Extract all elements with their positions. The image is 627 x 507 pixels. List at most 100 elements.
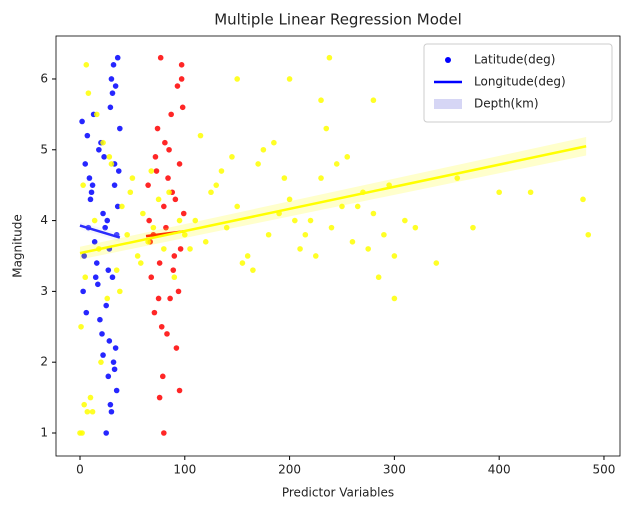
scatter-point	[102, 224, 108, 231]
legend-label: Depth(km)	[474, 97, 539, 111]
scatter-point	[115, 168, 122, 174]
y-tick-label: 3	[40, 284, 48, 298]
scatter-point	[412, 224, 419, 231]
scatter-point	[119, 203, 125, 210]
scatter-point	[113, 267, 120, 273]
scatter-point	[302, 231, 309, 238]
scatter-point	[113, 387, 120, 394]
scatter-point	[585, 231, 592, 238]
scatter-point	[146, 217, 152, 224]
scatter-point	[174, 83, 181, 89]
scatter-point	[117, 288, 123, 295]
scatter-point	[140, 210, 146, 217]
scatter-point	[111, 366, 118, 373]
plot-area	[77, 54, 592, 436]
regression-line	[79, 145, 587, 255]
scatter-point	[87, 394, 94, 401]
scatter-point	[81, 401, 87, 408]
scatter-point	[88, 189, 95, 196]
scatter-point	[318, 97, 324, 104]
scatter-point	[153, 168, 160, 174]
scatter-point	[87, 196, 94, 203]
scatter-point	[250, 267, 256, 273]
scatter-point	[124, 231, 130, 238]
y-axis-label: Magnitude	[11, 214, 25, 278]
scatter-point	[93, 111, 100, 118]
legend-label: Latitude(deg)	[474, 53, 555, 67]
scatter-point	[106, 154, 113, 160]
scatter-point	[109, 274, 116, 281]
scatter-point	[156, 260, 163, 266]
scatter-point	[98, 359, 104, 365]
scatter-point	[85, 90, 92, 96]
scatter-point	[391, 253, 398, 259]
scatter-point	[145, 182, 151, 188]
scatter-point	[370, 210, 377, 217]
scatter-point	[107, 401, 114, 408]
scatter-point	[181, 231, 188, 238]
scatter-point	[176, 161, 183, 167]
scatter-point	[202, 239, 209, 245]
x-tick-label: 400	[488, 463, 511, 477]
scatter-point	[323, 125, 330, 132]
scatter-point	[178, 62, 185, 68]
chart-title: Multiple Linear Regression Model	[214, 11, 462, 29]
scatter-point	[164, 331, 170, 337]
scatter-point	[239, 260, 246, 266]
scatter-point	[84, 408, 91, 415]
scatter-point	[176, 387, 183, 394]
confidence-band	[79, 221, 120, 242]
scatter-point	[105, 267, 112, 273]
scatter-point	[218, 168, 225, 174]
scatter-point	[100, 139, 106, 146]
scatter-point	[161, 203, 167, 210]
scatter-point	[91, 217, 98, 224]
scatter-point	[375, 274, 382, 281]
scatter-point	[223, 224, 230, 231]
scatter-point	[117, 125, 123, 132]
scatter-point	[97, 316, 103, 323]
scatter-point	[197, 132, 204, 139]
scatter-point	[92, 274, 99, 281]
scatter-point	[178, 76, 185, 82]
scatter-point	[80, 288, 86, 295]
y-tick-label: 4	[40, 213, 48, 227]
x-tick-label: 500	[593, 463, 616, 477]
scatter-point	[166, 146, 172, 153]
scatter-point	[286, 76, 293, 82]
scatter-point	[127, 189, 134, 196]
scatter-point	[95, 281, 101, 288]
regression-line	[79, 224, 121, 239]
scatter-point	[151, 309, 158, 316]
scatter-point	[192, 217, 199, 224]
scatter-point	[108, 76, 115, 82]
scatter-point	[101, 154, 107, 160]
scatter-point	[176, 217, 183, 224]
scatter-point	[159, 373, 166, 380]
legend: Latitude(deg) Longitude(deg) Depth(km)	[423, 43, 613, 123]
scatter-point	[328, 224, 335, 231]
scatter-point	[78, 323, 84, 330]
scatter-point	[77, 430, 83, 436]
scatter-point	[354, 203, 361, 210]
scatter-point	[580, 196, 586, 203]
scatter-point	[333, 161, 340, 167]
scatter-point	[150, 224, 157, 231]
scatter-point	[156, 394, 163, 401]
legend-box	[423, 43, 613, 123]
scatter-point	[89, 182, 96, 188]
scatter-point	[370, 97, 377, 104]
scatter-point	[292, 217, 298, 224]
x-tick-label: 200	[278, 463, 301, 477]
scatter-point	[91, 239, 98, 245]
scatter-point	[165, 175, 171, 181]
scatter-point	[161, 246, 167, 252]
scatter-point	[112, 83, 119, 89]
scatter-point	[89, 408, 96, 415]
scatter-point	[83, 62, 90, 68]
scatter-point	[111, 182, 118, 188]
scatter-point	[108, 408, 115, 415]
scatter-point	[260, 146, 267, 153]
scatter-point	[154, 125, 161, 132]
